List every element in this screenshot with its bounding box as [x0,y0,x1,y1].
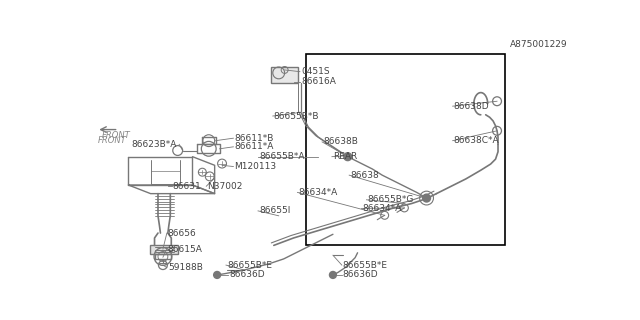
Text: 86611*B: 86611*B [234,134,274,143]
Text: 86615A: 86615A [168,244,203,253]
Text: 86638B: 86638B [323,137,358,146]
Text: N37002: N37002 [207,182,243,191]
Text: 86634*A: 86634*A [298,188,338,197]
Circle shape [344,153,351,161]
Text: REAR: REAR [333,152,357,161]
Circle shape [214,271,221,278]
Text: M120113: M120113 [234,162,276,171]
Text: 86638C*A: 86638C*A [454,136,499,145]
Circle shape [422,194,431,202]
Text: 86655B*E: 86655B*E [343,260,388,269]
Text: FRONT: FRONT [101,131,130,140]
Text: 86638D: 86638D [454,102,490,111]
Text: 0451S: 0451S [301,67,330,76]
Text: 86634*A: 86634*A [362,204,402,213]
Circle shape [330,271,337,278]
Bar [150,245,178,254]
Text: 86638: 86638 [350,171,379,180]
Text: 86655B*A: 86655B*A [259,152,305,161]
Text: FRONT: FRONT [97,136,126,145]
Text: 86655B*G: 86655B*G [367,195,414,204]
Text: 86655B*B: 86655B*B [274,111,319,121]
Text: 86636D: 86636D [230,270,265,279]
Bar [306,54,506,245]
Text: 86656: 86656 [168,228,196,237]
Text: 86636D: 86636D [343,270,378,279]
Text: 86616A: 86616A [301,77,336,86]
Text: A875001229: A875001229 [510,40,568,49]
Text: 86631: 86631 [173,182,202,191]
Text: 86623B*A: 86623B*A [131,140,176,149]
Text: 86655B*E: 86655B*E [227,260,272,269]
Text: 59188B: 59188B [168,263,203,272]
Text: 86655I: 86655I [259,206,291,215]
Bar [271,67,298,83]
Text: 86611*A: 86611*A [234,142,274,151]
